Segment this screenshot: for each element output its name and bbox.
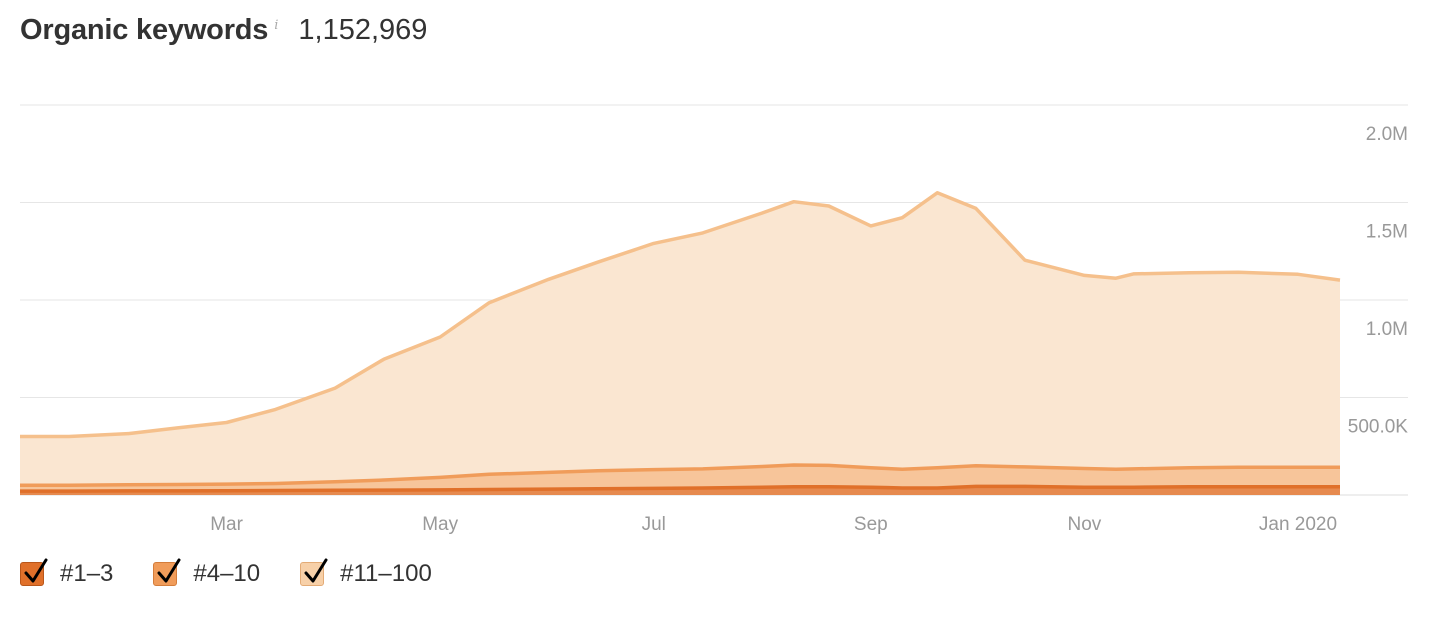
chart-header: Organic keywords i 1,152,969 xyxy=(20,14,427,64)
area-layer xyxy=(20,191,1341,495)
checkmark-icon xyxy=(157,558,181,583)
x-tick-label: Mar xyxy=(210,514,243,535)
y-tick-label: 500.0K xyxy=(1348,417,1409,438)
legend-label: #4–10 xyxy=(193,560,261,587)
x-tick-label: Jan 2020 xyxy=(1259,514,1337,535)
checkmark-icon xyxy=(24,558,48,583)
info-icon[interactable]: i xyxy=(274,18,279,33)
checkbox-pos-4-10[interactable] xyxy=(153,558,181,586)
y-tick-label: 1.5M xyxy=(1366,222,1408,243)
chart-legend: #1–3 #4–10 #11–100 xyxy=(20,558,472,588)
checkmark-icon xyxy=(304,558,328,583)
area-pos-1-3[interactable] xyxy=(20,486,1340,495)
checkbox-pos-1-3[interactable] xyxy=(20,558,48,586)
legend-item-pos-4-10[interactable]: #4–10 xyxy=(153,558,261,588)
line-pos-4-10 xyxy=(20,463,1340,488)
y-tick-label: 2.0M xyxy=(1366,124,1408,145)
legend-label: #1–3 xyxy=(60,560,114,587)
x-tick-label: May xyxy=(422,514,458,535)
x-tick-label: Jul xyxy=(642,514,666,535)
line-pos-11-100 xyxy=(20,191,1341,439)
chart-title: Organic keywords xyxy=(20,14,269,46)
area-pos-4-10[interactable] xyxy=(20,465,1340,492)
checkbox-pos-11-100[interactable] xyxy=(300,558,328,586)
legend-item-pos-11-100[interactable]: #11–100 xyxy=(300,558,432,588)
x-tick-label: Nov xyxy=(1068,514,1102,535)
legend-item-pos-1-3[interactable]: #1–3 xyxy=(20,558,114,588)
area-pos-11-100[interactable] xyxy=(20,192,1340,486)
x-tick-label: Sep xyxy=(854,514,888,535)
line-pos-1-3 xyxy=(20,484,1340,493)
total-keywords-count: 1,152,969 xyxy=(298,14,428,46)
y-tick-label: 1.0M xyxy=(1366,319,1408,340)
legend-label: #11–100 xyxy=(340,560,432,587)
axis-layer: 500.0K 1.0M 1.5M 2.0M Mar May Jul Sep Nov Jan 202… xyxy=(210,124,1408,535)
